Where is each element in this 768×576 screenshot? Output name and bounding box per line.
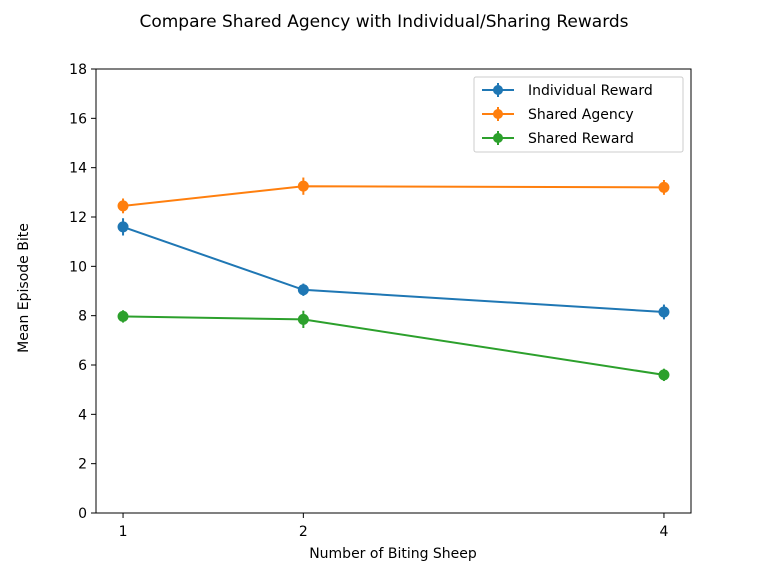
data-point <box>297 180 309 192</box>
data-point <box>117 200 129 212</box>
legend-item: Individual Reward <box>482 83 653 99</box>
series-line <box>122 225 665 313</box>
x-tick-label: 2 <box>299 524 308 540</box>
plot-area <box>95 68 692 514</box>
y-tick-label: 12 <box>69 210 87 226</box>
y-tick-label: 4 <box>78 407 87 423</box>
y-tick-label: 16 <box>69 111 87 127</box>
y-tick-label: 8 <box>78 309 87 325</box>
y-tick-label: 6 <box>78 358 87 374</box>
data-point <box>297 313 309 325</box>
legend-item: Shared Agency <box>482 107 634 123</box>
legend-label: Shared Reward <box>528 131 634 147</box>
x-axis: 1 2 4 <box>119 513 668 540</box>
y-tick-label: 0 <box>78 506 87 522</box>
data-point <box>297 284 309 296</box>
y-axis: 0 2 4 6 8 10 12 14 16 18 <box>69 62 96 522</box>
series-individual-reward <box>117 218 670 320</box>
data-point <box>658 369 670 381</box>
x-tick-label: 4 <box>659 524 668 540</box>
legend-marker <box>493 133 503 143</box>
y-tick-label: 18 <box>69 62 87 78</box>
x-tick-label: 1 <box>119 524 128 540</box>
legend-label: Shared Agency <box>528 107 634 123</box>
series-line <box>122 185 665 207</box>
series-layer <box>117 177 670 382</box>
y-tick-label: 2 <box>78 457 87 473</box>
y-tick-label: 10 <box>69 259 87 275</box>
legend-marker <box>493 109 503 119</box>
series-shared-reward <box>117 310 670 382</box>
data-point <box>658 306 670 318</box>
data-point <box>658 181 670 193</box>
legend-marker <box>493 85 503 95</box>
x-axis-label: Number of Biting Sheep <box>309 546 477 562</box>
data-point <box>117 221 129 233</box>
series-line <box>122 315 665 376</box>
y-axis-label: Mean Episode Bite <box>16 223 32 353</box>
legend-item: Shared Reward <box>482 131 634 147</box>
series-shared-agency <box>117 177 670 214</box>
data-point <box>117 310 129 322</box>
legend-box <box>473 76 684 153</box>
legend: Individual Reward Shared Agency Shared Rew… <box>473 76 684 153</box>
y-tick-label: 14 <box>69 161 87 177</box>
chart-title: Compare Shared Agency with Individual/Sh… <box>139 12 628 32</box>
legend-label: Individual Reward <box>528 83 653 99</box>
